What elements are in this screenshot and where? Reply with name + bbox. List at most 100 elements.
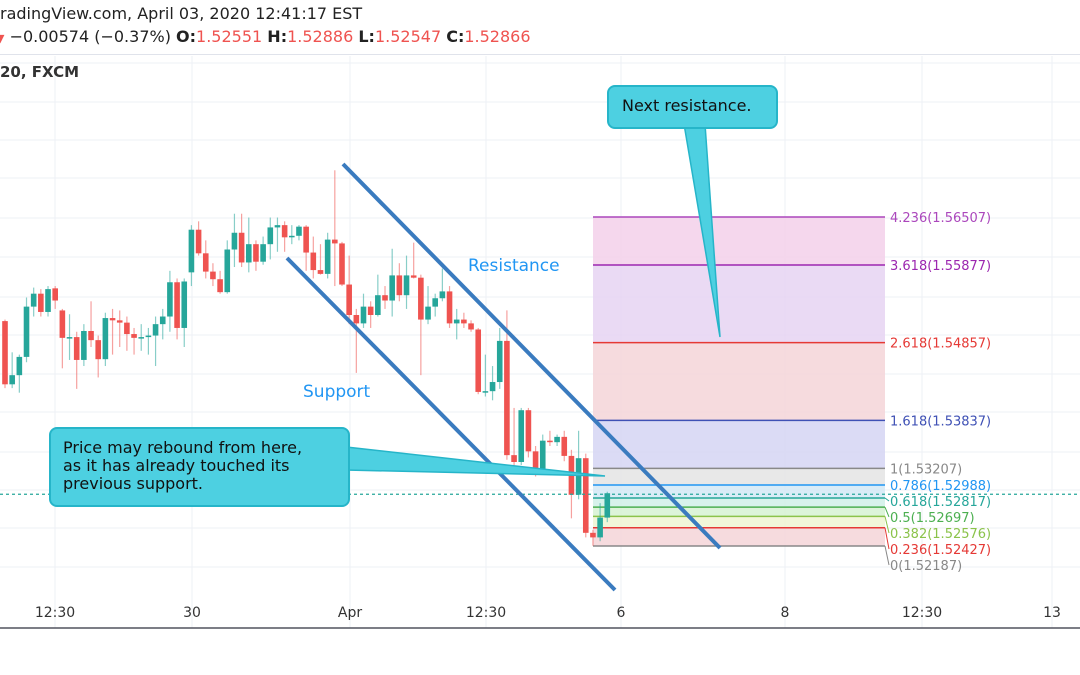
fib-zone (593, 342, 885, 421)
callout-next-resistance[interactable]: Next resistance. (607, 85, 778, 129)
candle-body (332, 239, 338, 244)
fib-zone (593, 527, 885, 546)
candle (102, 312, 109, 367)
candle-body (303, 226, 309, 253)
candle-body (525, 410, 532, 452)
candle (525, 407, 532, 458)
fib-level-label: 0.618(1.52817) (890, 495, 991, 510)
candle (124, 316, 130, 351)
callout-line: previous support. (63, 474, 204, 493)
candle-body (102, 318, 109, 360)
candle-body (66, 337, 73, 339)
callout-text: Next resistance. (622, 96, 752, 115)
candle (66, 314, 73, 360)
fib-zone (593, 420, 885, 469)
candle (418, 274, 424, 376)
candle-body (475, 329, 482, 392)
time-tick-label: 6 (617, 605, 626, 621)
candle (159, 308, 166, 340)
candle-body (511, 455, 517, 462)
candle-body (353, 315, 360, 324)
candle (202, 240, 209, 279)
candle-body (59, 310, 66, 338)
fib-zone (593, 498, 885, 508)
fib-level-label: 0.786(1.52988) (890, 479, 991, 494)
candle (88, 301, 94, 347)
callout-line: Price may rebound from here, (63, 438, 303, 457)
candle (432, 293, 438, 317)
close-value: 1.52866 (464, 27, 531, 46)
candle (446, 286, 453, 328)
candle (138, 324, 145, 351)
candle (561, 430, 568, 462)
time-tick-label: 12:30 (35, 605, 75, 621)
candle (81, 324, 87, 367)
candle-body (152, 324, 159, 336)
candle (410, 242, 417, 279)
candle (195, 221, 202, 256)
candle (289, 225, 295, 245)
candle-body (439, 291, 446, 299)
candle (238, 213, 245, 268)
candle (145, 327, 152, 355)
candle-body (23, 306, 30, 357)
candle-body (561, 436, 568, 456)
candle (547, 430, 553, 447)
candle (109, 308, 116, 355)
candle (296, 225, 302, 241)
fib-level-label: 3.618(1.55877) (890, 259, 991, 274)
candle (281, 221, 288, 252)
candle-body (274, 225, 281, 228)
candle-body (109, 318, 116, 321)
candle-body (202, 253, 209, 272)
candle (590, 529, 596, 546)
candle (403, 255, 410, 309)
candle (116, 310, 123, 347)
chart-title: radingView.com, April 03, 2020 12:41:17 … (0, 4, 363, 23)
candle (317, 244, 324, 275)
candle-body (575, 458, 582, 495)
candle (245, 217, 252, 273)
candle-body (547, 440, 553, 443)
fib-level-label: 0.236(1.52427) (890, 543, 991, 558)
time-tick-label: 8 (781, 605, 790, 621)
candle (504, 310, 510, 460)
candle (38, 289, 44, 317)
candle-body (95, 340, 102, 360)
candle-body (131, 334, 137, 338)
candle (396, 263, 403, 302)
candle (439, 268, 446, 302)
candle-body (138, 337, 145, 339)
candle (45, 286, 51, 317)
candle (389, 248, 395, 317)
fib-level-label: 0(1.52187) (890, 559, 962, 574)
candle (568, 449, 575, 519)
close-label: C: (446, 27, 465, 46)
candle (324, 232, 331, 279)
callout-rebound[interactable]: Price may rebound from here, as it has a… (49, 427, 350, 507)
low-value: 1.52547 (374, 27, 442, 46)
candle (95, 335, 102, 378)
support-trendline (285, 256, 617, 592)
candle-body (253, 244, 259, 262)
candle-body (382, 295, 388, 301)
candle-body (231, 232, 238, 250)
candle (597, 503, 603, 542)
candle (360, 293, 367, 328)
candle-body (432, 298, 438, 307)
header-divider (0, 54, 1080, 55)
candle-body (539, 440, 546, 472)
candle-body (260, 244, 266, 262)
candle-body (73, 337, 80, 360)
candle (73, 331, 80, 389)
candle-body (604, 493, 611, 518)
time-tick-label: 12:30 (466, 605, 506, 621)
time-tick-label: Apr (338, 605, 362, 621)
candle (303, 225, 309, 271)
candle (375, 274, 381, 317)
fib-level-label: 1.618(1.53837) (890, 414, 991, 429)
time-tick-label: 30 (183, 605, 201, 621)
candle-body (339, 243, 345, 285)
candle (453, 308, 460, 340)
